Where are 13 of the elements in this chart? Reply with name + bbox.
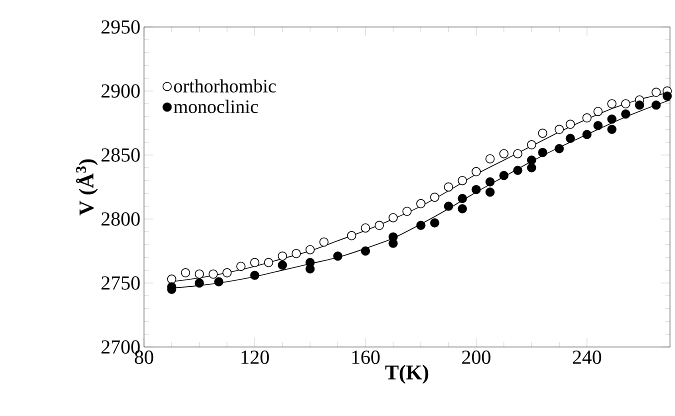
x-axis-title: T(K) [385, 364, 428, 384]
x-tick-label: 240 [572, 350, 602, 364]
y-tick-label: 2950 [102, 20, 140, 34]
legend-label: orthorhombic [174, 79, 276, 93]
y-tick-label: 2900 [102, 84, 140, 98]
legend-label: monoclinic [174, 100, 258, 114]
y-tick-label: 2800 [102, 212, 140, 226]
x-tick-label: 160 [352, 350, 380, 364]
x-tick-label: 200 [462, 350, 490, 364]
y-tick-label: 2850 [102, 148, 140, 162]
y-tick-label: 2750 [102, 276, 140, 290]
x-tick-label: 120 [242, 350, 269, 364]
y-axis-title: V (Å$^{3}$) [76, 159, 98, 216]
